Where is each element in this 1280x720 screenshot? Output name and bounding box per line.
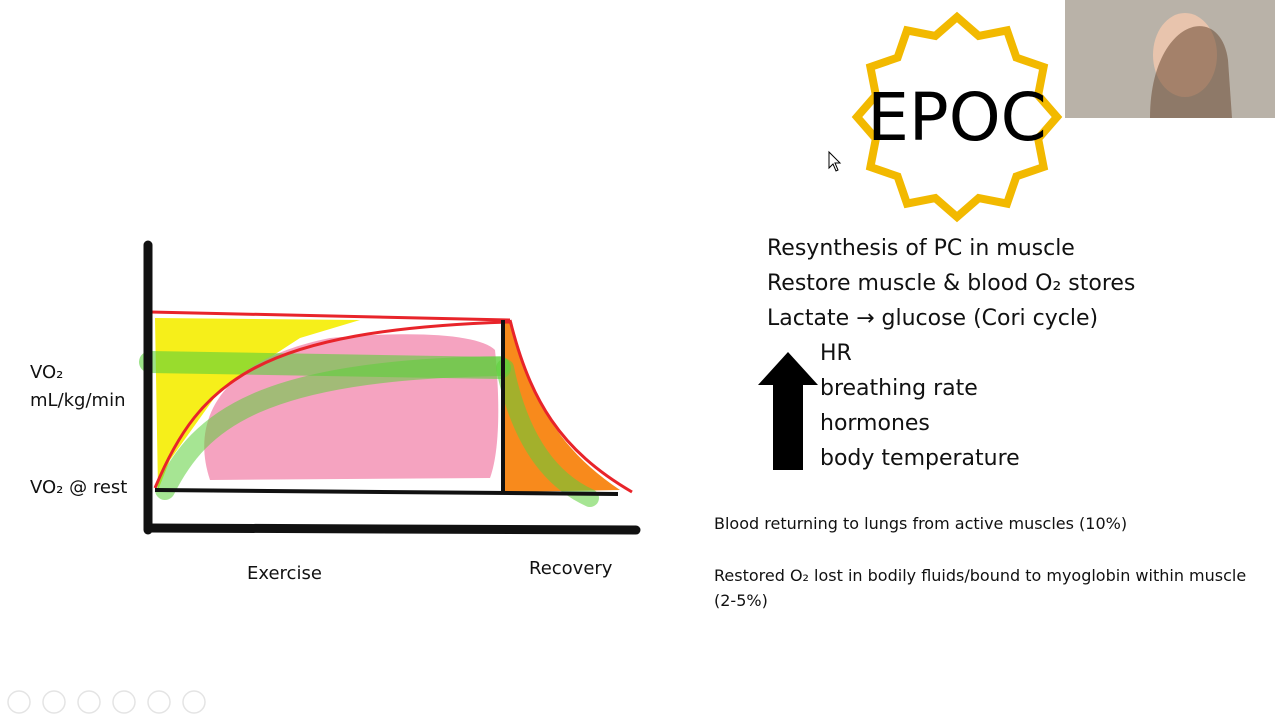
increase-item: body temperature [820,446,1020,471]
x-axis-label: Exercise [247,563,322,584]
note: Restored O₂ lost in bodily fluids/bound … [714,566,1247,610]
rest-label: VO₂ @ rest [30,477,128,498]
increase-item: HR [820,341,852,366]
y-axis-label: VO₂ [30,362,64,383]
increase-item: breathing rate [820,376,978,401]
note: Blood returning to lungs from active mus… [714,514,1128,533]
red-curve [508,319,633,494]
toolbar [7,690,206,714]
green-stroke [496,359,599,507]
x-axis [143,523,641,535]
green-stroke [155,356,510,500]
badge-title: EPOC [867,79,1047,156]
rest-line [154,488,619,496]
red-line [149,310,511,322]
x-axis-label: Recovery [529,558,613,579]
badge-star [851,11,1063,223]
process-item: Lactate → glucose (Cori cycle) [767,306,1099,331]
mouse-cursor [828,150,842,172]
increase-item: hormones [820,411,930,436]
up-arrow [758,352,818,470]
red-curve [153,320,511,489]
y-axis-label: mL/kg/min [30,390,126,411]
webcam-hair [1150,26,1232,118]
process-item: Restore muscle & blood O₂ stores [767,271,1136,296]
process-item: Resynthesis of PC in muscle [767,236,1075,261]
